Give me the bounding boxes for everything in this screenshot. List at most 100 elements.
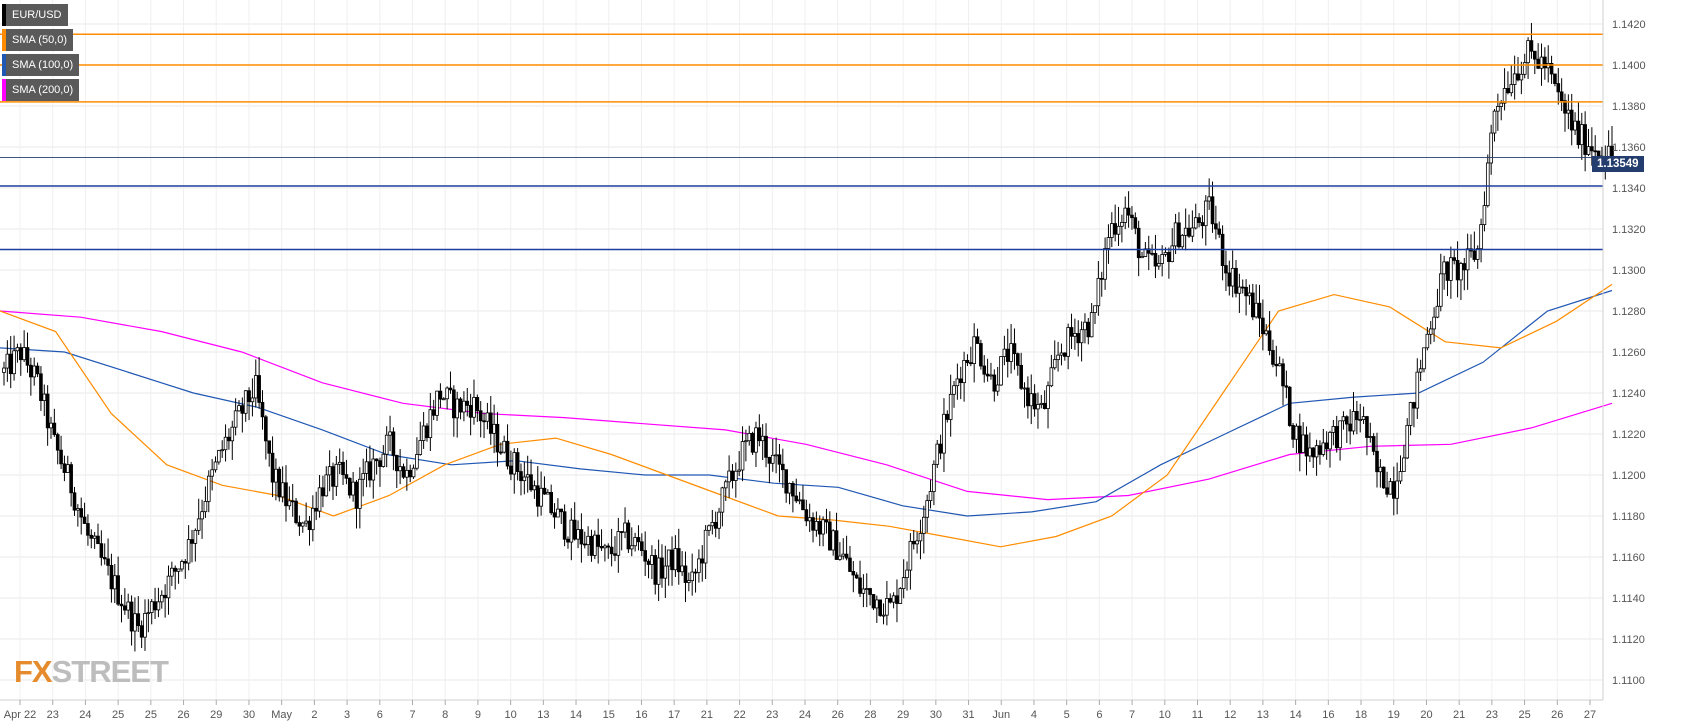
candle xyxy=(1314,439,1319,476)
candle-body xyxy=(1402,457,1406,472)
candle-body xyxy=(1274,363,1279,367)
candle xyxy=(1227,260,1232,296)
candle-body xyxy=(1328,431,1332,450)
candle-body xyxy=(1140,256,1144,259)
candle-body xyxy=(247,390,251,403)
candle-body xyxy=(1314,445,1319,458)
candle-body xyxy=(656,557,661,585)
candle-body xyxy=(881,614,886,617)
candle-body xyxy=(958,378,963,384)
candle-body xyxy=(119,603,124,607)
candle-body xyxy=(1475,248,1480,260)
candle xyxy=(1355,400,1359,435)
candle xyxy=(1432,307,1436,342)
candle xyxy=(1294,423,1299,454)
candle-body xyxy=(210,469,214,477)
candle xyxy=(525,455,530,493)
candle xyxy=(49,416,53,439)
candle-body xyxy=(586,535,590,546)
candle xyxy=(1368,422,1373,443)
candle xyxy=(1553,73,1557,87)
candle xyxy=(1348,409,1352,445)
candle-body xyxy=(1583,124,1587,155)
candle-body xyxy=(979,343,983,367)
candle xyxy=(546,489,550,495)
candle-body xyxy=(465,400,470,406)
x-tick-label: 21 xyxy=(701,709,713,721)
x-tick-label: 17 xyxy=(668,709,680,721)
candle xyxy=(270,436,275,498)
candle-body xyxy=(888,598,893,603)
candle-body xyxy=(928,491,933,502)
candle-body xyxy=(814,521,819,531)
legend-swatch-sma100 xyxy=(2,54,6,76)
candle xyxy=(1519,61,1524,95)
candle xyxy=(1418,359,1423,382)
candle-body xyxy=(1016,353,1020,366)
candle-body xyxy=(136,613,141,627)
candle xyxy=(1522,53,1527,79)
candle-body xyxy=(1083,321,1087,331)
x-tick-label: 19 xyxy=(1388,709,1400,721)
candle xyxy=(227,428,231,450)
candle xyxy=(317,475,322,518)
candle-body xyxy=(1103,247,1107,280)
candle-body xyxy=(317,487,322,512)
candle-body xyxy=(1573,120,1577,131)
candle-body xyxy=(1455,260,1460,281)
candle xyxy=(1338,420,1342,461)
legend-item-sma100[interactable]: SMA (100,0) xyxy=(2,54,80,76)
legend-item-sma50[interactable]: SMA (50,0) xyxy=(2,29,74,51)
candle xyxy=(1200,215,1205,239)
candle-body xyxy=(1170,245,1175,263)
candle-body xyxy=(213,461,218,471)
candle xyxy=(1341,411,1346,430)
candle xyxy=(1005,328,1010,378)
candle-body xyxy=(1187,227,1191,237)
candle xyxy=(257,357,261,409)
candle xyxy=(1093,305,1097,325)
candle xyxy=(1217,221,1222,238)
candle xyxy=(777,444,782,483)
candle xyxy=(1425,327,1430,351)
candle-body xyxy=(509,465,513,475)
candle-body xyxy=(1294,425,1299,440)
candle-body xyxy=(807,517,812,522)
candle xyxy=(180,559,184,572)
candle xyxy=(237,400,241,412)
candle-body xyxy=(629,545,634,550)
candle xyxy=(640,533,644,557)
candle xyxy=(1110,212,1114,248)
legend-label-sma200: SMA (200,0) xyxy=(12,84,74,96)
candle xyxy=(1308,432,1312,462)
candle-body xyxy=(1569,109,1574,131)
candle xyxy=(331,462,335,501)
candle xyxy=(710,509,715,535)
candle xyxy=(96,523,100,545)
candle-body xyxy=(911,540,916,545)
candle xyxy=(1509,65,1514,97)
candle-body xyxy=(180,561,184,570)
candle-body xyxy=(253,375,258,399)
legend-swatch-sma50 xyxy=(2,29,6,51)
candle-body xyxy=(1519,73,1524,81)
candle xyxy=(223,424,228,462)
candle xyxy=(1247,284,1252,305)
candle-body xyxy=(220,449,225,452)
legend-item-sma200[interactable]: SMA (200,0) xyxy=(2,79,80,101)
candle xyxy=(149,599,154,625)
candle-body xyxy=(1341,416,1346,422)
candle xyxy=(519,463,523,496)
candle-body xyxy=(1526,40,1530,64)
legend-item-price[interactable]: EUR/USD xyxy=(2,4,68,26)
candle-body xyxy=(15,347,20,352)
candle-body xyxy=(1334,426,1339,449)
candle xyxy=(253,359,258,408)
candle-body xyxy=(992,374,997,392)
candle xyxy=(421,412,426,449)
candle-body xyxy=(1465,248,1470,271)
candle xyxy=(1455,241,1460,298)
candle-body xyxy=(1099,277,1104,280)
candle-body xyxy=(1113,223,1117,235)
